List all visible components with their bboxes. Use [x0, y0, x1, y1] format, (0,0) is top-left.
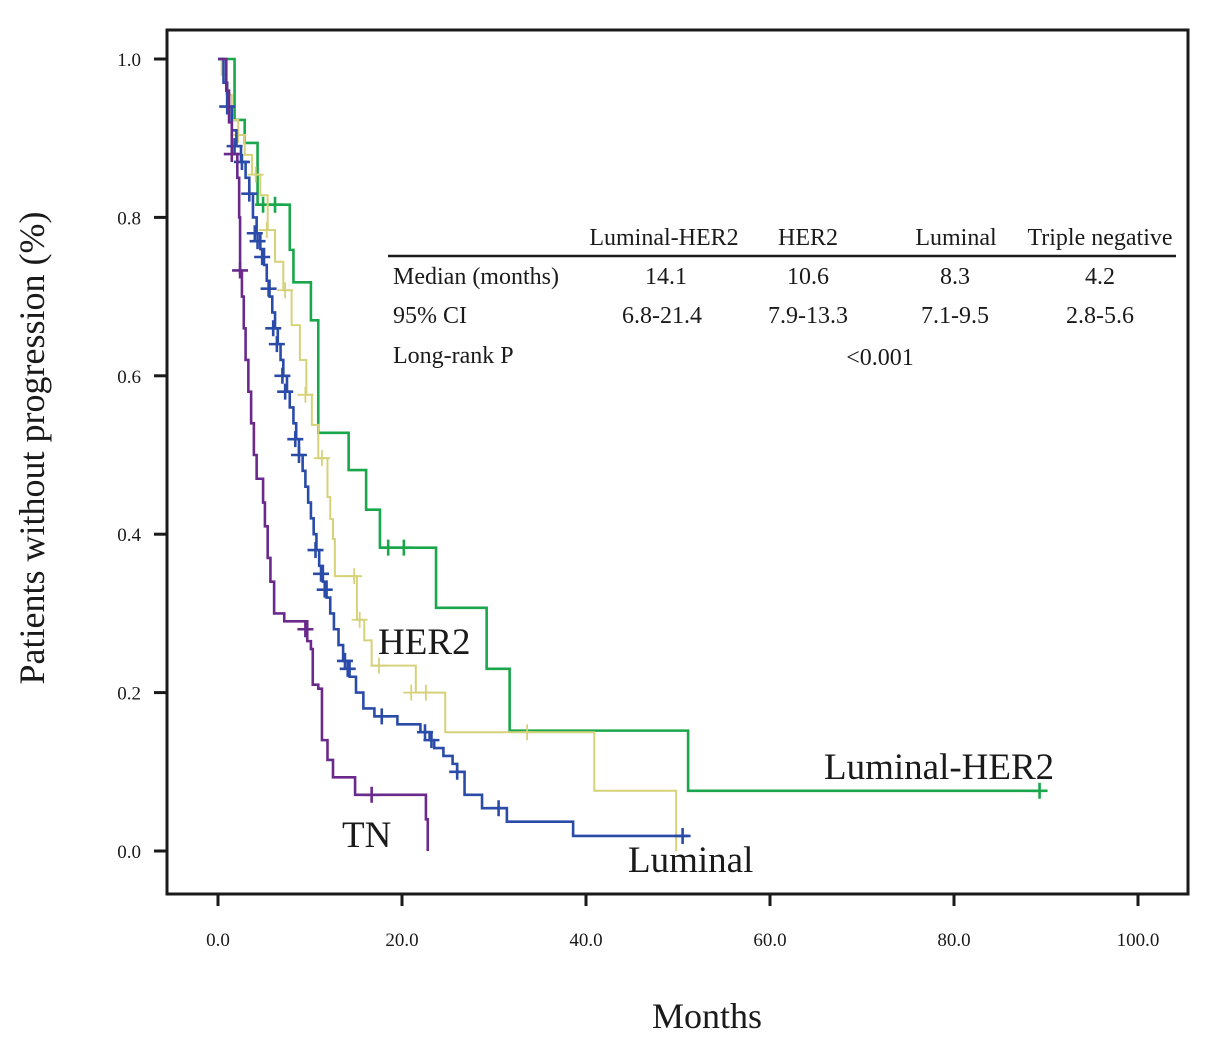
y-tick-label: 0.2	[117, 684, 141, 705]
censor-mark	[277, 282, 294, 299]
stats-header-tn: Triple negative	[1027, 225, 1172, 251]
censor-mark	[274, 367, 291, 384]
censor-mark	[423, 732, 440, 749]
y-axis: 0.0 0.2 0.4 0.6 0.8 1.0	[117, 50, 167, 863]
censor-mark	[363, 786, 380, 803]
y-axis-title: Patients without progression (%)	[12, 212, 52, 685]
x-tick-label: 80.0	[937, 930, 970, 951]
stats-row-label: Median (months)	[393, 264, 559, 290]
censor-mark	[297, 621, 314, 638]
censor-mark	[339, 660, 356, 677]
km-curve-luminal	[218, 57, 689, 838]
censor-mark	[223, 146, 240, 163]
censor-mark	[226, 138, 243, 155]
censor-mark	[307, 542, 324, 559]
censor-mark	[232, 262, 249, 279]
y-tick-label: 0.4	[117, 525, 141, 546]
stats-header-luminal: Luminal	[915, 225, 997, 251]
stats-cell: 7.9-13.3	[768, 303, 848, 329]
censor-mark	[260, 280, 277, 297]
censor-mark	[219, 98, 236, 115]
censor-mark	[403, 684, 420, 701]
plot-frame	[165, 28, 1190, 896]
stats-cell: 14.1	[645, 264, 687, 290]
x-tick-label: 20.0	[385, 930, 418, 951]
km-curve-triple-negative	[218, 57, 430, 851]
stats-row-label: Long-rank P	[393, 343, 514, 369]
x-axis: 0.0 20.0 40.0 60.0 80.0 100.0	[206, 894, 1159, 951]
censor-mark	[290, 447, 307, 463]
censor-mark	[313, 565, 330, 582]
censor-mark	[241, 185, 258, 202]
x-tick-label: 60.0	[753, 930, 786, 951]
censor-mark	[254, 249, 271, 265]
stats-cell: 4.2	[1085, 264, 1115, 290]
censor-mark	[265, 320, 282, 337]
censor-mark	[277, 383, 294, 400]
censor-mark	[674, 827, 691, 844]
censor-mark	[316, 581, 333, 598]
censor-mark	[417, 684, 434, 701]
stats-cell: 6.8-21.4	[622, 303, 702, 329]
stats-cell: 10.6	[787, 264, 829, 290]
y-tick-label: 1.0	[117, 50, 141, 71]
censor-mark	[490, 800, 507, 817]
stats-cell: 2.8-5.6	[1066, 303, 1134, 329]
censor-mark	[351, 611, 368, 628]
censor-mark	[249, 233, 266, 250]
censor-mark	[267, 196, 284, 213]
series-her2	[218, 58, 678, 851]
stats-table: Luminal-HER2 HER2 Luminal Triple negativ…	[388, 225, 1176, 371]
stats-row-label: 95% CI	[393, 303, 467, 329]
censor-mark	[297, 386, 314, 403]
censor-mark	[380, 539, 397, 556]
series-triple-negative	[218, 57, 430, 851]
survival-curves	[218, 57, 1048, 851]
censor-mark	[519, 724, 536, 741]
censor-mark	[336, 652, 353, 669]
censor-mark	[1031, 782, 1048, 799]
censor-mark	[287, 431, 304, 448]
stats-cell-p-value: <0.001	[846, 345, 914, 371]
series-luminal-her2	[218, 57, 1048, 799]
censor-mark	[313, 450, 330, 467]
curve-label-luminal-her2: Luminal-HER2	[824, 747, 1054, 788]
censor-mark	[258, 222, 275, 239]
x-tick-label: 40.0	[569, 930, 602, 951]
y-tick-label: 0.6	[117, 367, 141, 388]
censor-mark	[247, 166, 264, 183]
censor-mark	[371, 657, 387, 674]
y-tick-label: 0.8	[117, 208, 141, 229]
y-tick-label: 0.0	[117, 842, 141, 863]
x-tick-label: 100.0	[1117, 930, 1160, 951]
curve-label-her2: HER2	[378, 622, 471, 663]
curve-label-luminal: Luminal	[628, 840, 753, 881]
series-luminal	[218, 57, 691, 844]
x-axis-title: Months	[652, 996, 762, 1036]
curve-label-tn: TN	[342, 815, 391, 856]
stats-cell: 7.1-9.5	[921, 303, 989, 329]
stats-header-her2: HER2	[778, 225, 838, 251]
km-curve-her2	[218, 58, 678, 851]
x-tick-label: 0.0	[206, 930, 230, 951]
censor-mark	[246, 225, 263, 242]
censor-mark	[346, 568, 363, 585]
stats-cell: 8.3	[940, 264, 970, 290]
censor-mark	[268, 336, 285, 353]
km-curve-luminal-her2	[218, 57, 1040, 793]
censor-mark	[395, 539, 412, 556]
stats-header-luminal-her2: Luminal-HER2	[589, 225, 738, 251]
censor-mark	[373, 708, 390, 725]
censor-mark	[449, 763, 466, 780]
